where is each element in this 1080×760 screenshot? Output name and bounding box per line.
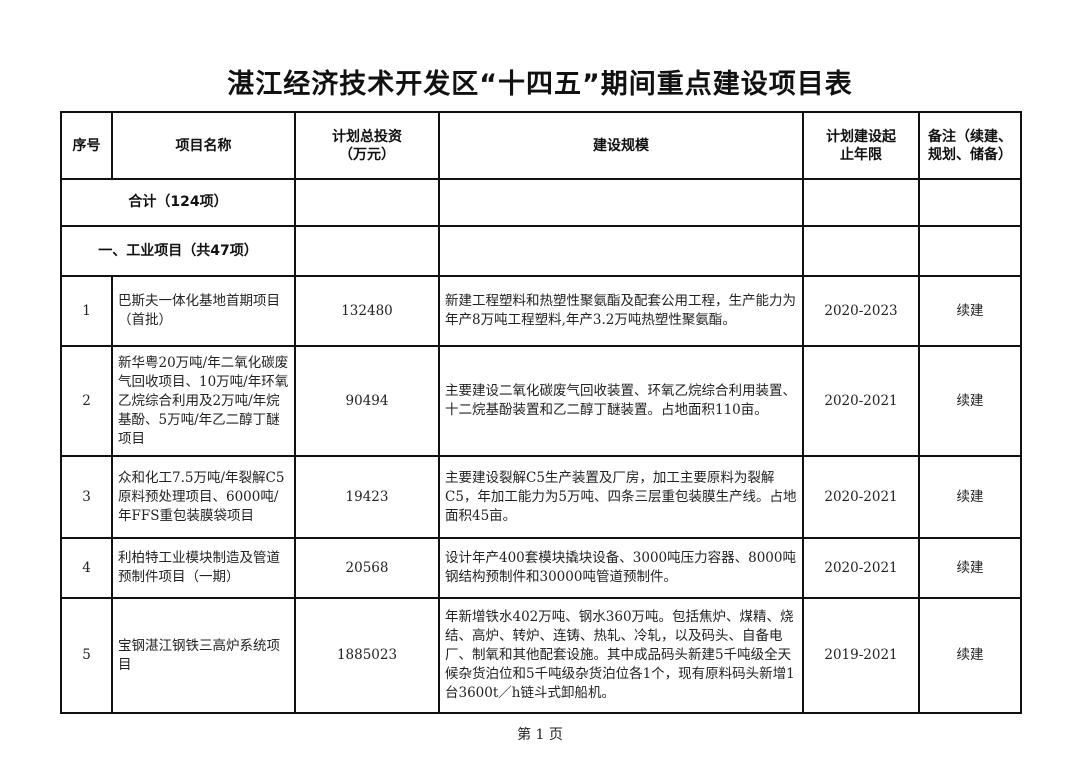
header-note: 备注（续建、规划、储备） (918, 111, 1022, 180)
table-row: 2 新华粤20万吨/年二氧化碳废气回收项目、10万吨/年环氧乙烷综合利用及2万吨/… (60, 345, 1022, 457)
construction-scale: 新建工程塑料和热塑性聚氨酯及配套公用工程，生产能力为年产8万吨工程塑料,年产3.… (438, 275, 804, 347)
note: 续建 (918, 455, 1022, 539)
header-no: 序号 (60, 111, 113, 180)
construction-period: 2020-2023 (802, 275, 920, 347)
header-investment: 计划总投资（万元） (294, 111, 440, 180)
investment: 19423 (294, 455, 440, 539)
construction-scale: 主要建设裂解C5生产装置及厂房，加工主要原料为裂解C5，年加工能力为5万吨、四条… (438, 455, 804, 539)
project-name: 巴斯夫一体化基地首期项目（首批） (111, 275, 296, 347)
project-name: 利柏特工业模块制造及管道预制件项目（一期） (111, 537, 296, 599)
table-row: 5 宝钢湛江钢铁三高炉系统项目 1885023 年新增铁水402万吨、钢水360万吨。… (60, 597, 1022, 714)
investment: 132480 (294, 275, 440, 347)
construction-period: 2020-2021 (802, 345, 920, 457)
construction-scale: 主要建设二氧化碳废气回收装置、环氧乙烷综合利用装置、十二烷基酚装置和乙二醇丁醚装… (438, 345, 804, 457)
investment: 90494 (294, 345, 440, 457)
section-row: 一、工业项目（共47项） (60, 225, 1022, 277)
construction-period: 2019-2021 (802, 597, 920, 714)
note: 续建 (918, 597, 1022, 714)
note: 续建 (918, 345, 1022, 457)
page-number: 第 1 页 (517, 727, 563, 743)
construction-scale: 设计年产400套模块撬块设备、3000吨压力容器、8000吨钢结构预制件和300… (438, 537, 804, 599)
section-label: 一、工业项目（共47项） (60, 225, 296, 277)
projects-table: 序号 项目名称 计划总投资（万元） 建设规模 计划建设起止年限 备注（续建、规划… (60, 111, 1022, 714)
project-name: 宝钢湛江钢铁三高炉系统项目 (111, 597, 296, 714)
row-number: 3 (60, 455, 113, 539)
header-name: 项目名称 (111, 111, 296, 180)
investment: 1885023 (294, 597, 440, 714)
row-number: 4 (60, 537, 113, 599)
document-title: 湛江经济技术开发区“十四五”期间重点建设项目表 (227, 69, 853, 100)
table-row: 4 利柏特工业模块制造及管道预制件项目（一期） 20568 设计年产400套模块撬块设… (60, 537, 1022, 599)
construction-period: 2020-2021 (802, 537, 920, 599)
table-header-row: 序号 项目名称 计划总投资（万元） 建设规模 计划建设起止年限 备注（续建、规划… (60, 111, 1022, 180)
project-name: 新华粤20万吨/年二氧化碳废气回收项目、10万吨/年环氧乙烷综合利用及2万吨/年… (111, 345, 296, 457)
project-name: 众和化工7.5万吨/年裂解C5原料预处理项目、6000吨/年FFS重包装膜袋项目 (111, 455, 296, 539)
note: 续建 (918, 537, 1022, 599)
total-row: 合计（124项） (60, 178, 1022, 227)
table-row: 3 众和化工7.5万吨/年裂解C5原料预处理项目、6000吨/年FFS重包装膜袋项… (60, 455, 1022, 539)
row-number: 1 (60, 275, 113, 347)
row-number: 2 (60, 345, 113, 457)
row-number: 5 (60, 597, 113, 714)
investment: 20568 (294, 537, 440, 599)
construction-period: 2020-2021 (802, 455, 920, 539)
total-label: 合计（124项） (60, 178, 296, 227)
construction-scale: 年新增铁水402万吨、钢水360万吨。包括焦炉、煤精、烧结、高炉、转炉、连铸、热… (438, 597, 804, 714)
table-row: 1 巴斯夫一体化基地首期项目（首批） 132480 新建工程塑料和热塑性聚氨酯及配套公… (60, 275, 1022, 347)
note: 续建 (918, 275, 1022, 347)
header-scale: 建设规模 (438, 111, 804, 180)
header-period: 计划建设起止年限 (802, 111, 920, 180)
